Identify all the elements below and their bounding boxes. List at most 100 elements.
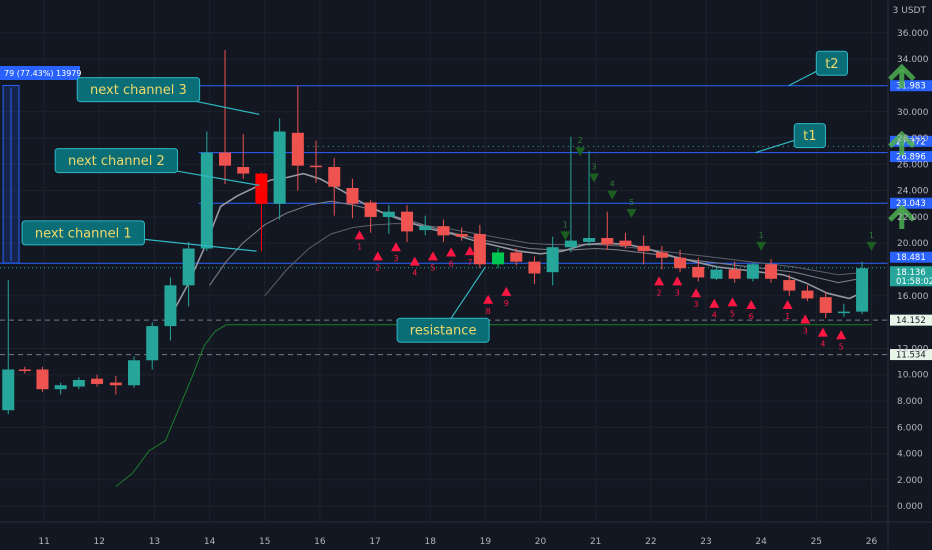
level-value-level-23: 23.043 (896, 199, 926, 209)
candle-body (291, 132, 304, 166)
x-tick-label: 16 (314, 537, 326, 547)
candle-body (856, 268, 869, 312)
x-tick-label: 12 (94, 537, 105, 547)
x-tick-label: 23 (700, 537, 711, 547)
y-tick-label: 20.000 (897, 239, 929, 249)
sell-signal-label: 5 (730, 309, 735, 318)
y-tick-label: 30.000 (897, 108, 929, 118)
candle-body (237, 166, 250, 174)
candle-body (200, 152, 213, 249)
y-tick-label: 24.000 (897, 187, 929, 197)
sell-signal-marker (464, 246, 475, 256)
up-arrow-head (888, 63, 916, 82)
level-tag-t2 (890, 80, 932, 92)
sell-signal-marker (672, 276, 683, 286)
buy-signal-label: 1 (563, 220, 568, 229)
sell-signal-marker (372, 251, 383, 261)
level-value-level-18: 18.481 (896, 253, 926, 263)
candle-body (146, 326, 159, 361)
moving-averages (115, 172, 872, 487)
sell-signal-label: 8 (486, 307, 491, 316)
x-tick-label: 22 (645, 537, 656, 547)
y-tick-label: 0.000 (897, 502, 923, 512)
buy-signal-marker (626, 209, 637, 219)
candle-body (91, 378, 104, 384)
buy-signal-marker (607, 190, 618, 200)
level-tag-support-14 (890, 314, 932, 326)
sell-signal-label: 2 (657, 288, 662, 297)
buy-signal-label: 1 (869, 231, 874, 240)
candle-body (765, 264, 778, 279)
y-tick-label: 10.000 (897, 371, 929, 381)
level-value-support-11: 11.534 (896, 351, 926, 361)
buy-signal-label: 2 (578, 136, 583, 145)
y-tick-label: 34.000 (897, 55, 929, 65)
callout-box (815, 50, 848, 76)
candle-body (401, 211, 414, 232)
candle-body (18, 369, 31, 371)
y-tick-label: 2.000 (897, 476, 923, 486)
candle-body (36, 369, 49, 390)
trailing-stop-line (115, 324, 872, 487)
sell-signal-label: 3 (803, 327, 808, 336)
sell-signal-label: 9 (504, 299, 509, 308)
sell-signal-marker (836, 330, 847, 340)
callout-text: next channel 2 (68, 154, 165, 169)
candle-body (801, 290, 814, 299)
price-axis[interactable]: 36.000 34.000 30.000 28.000 26.000 24.000 22.0… (887, 0, 929, 550)
candle-body (728, 269, 741, 279)
callout-text: next channel 1 (35, 226, 132, 241)
candle-body (637, 245, 650, 252)
x-tick-label: 11 (38, 537, 49, 547)
candle-body (710, 269, 723, 279)
sell-signal-label: 3 (675, 288, 680, 297)
candle-body (510, 252, 523, 262)
currency-label: 3 USDT (893, 6, 927, 16)
callout-text: resistance (410, 324, 477, 339)
x-tick-label: 19 (480, 537, 492, 547)
sell-signal-label: 6 (449, 259, 454, 268)
candle-body (783, 280, 796, 291)
sell-signal-marker (727, 297, 738, 307)
candle-body (182, 248, 195, 286)
level-sub-current: 01:58:02 (896, 277, 932, 287)
x-tick-label: 18 (424, 537, 436, 547)
buy-signal-label: 1 (759, 231, 764, 240)
sell-signal-marker (409, 256, 420, 266)
sell-signal-label: 4 (412, 269, 417, 278)
sell-signal-marker (446, 247, 457, 257)
candle-body (382, 211, 395, 217)
candle-body (54, 385, 67, 390)
sell-signal-marker (746, 300, 757, 310)
sell-signal-marker (691, 288, 702, 298)
time-axis[interactable]: 11 12 13 14 15 16 17 18 19 20 21 22 23 24 25 26 (0, 521, 932, 547)
y-tick-label: 36.000 (897, 29, 929, 39)
candle-body (583, 237, 596, 242)
candle-body (255, 173, 268, 204)
candle-body (746, 264, 759, 279)
candle-body (546, 247, 559, 273)
level-tag-current (890, 266, 932, 287)
x-tick-label: 13 (149, 537, 160, 547)
candle-body (219, 152, 232, 166)
callout-text: next channel 3 (90, 83, 187, 98)
up-arrows (888, 63, 916, 229)
candle-body (473, 234, 486, 265)
buy-signal-label: 3 (591, 163, 596, 172)
candlesticks (2, 49, 869, 415)
candle-body (528, 261, 541, 274)
buy-signal-marker (560, 231, 571, 241)
x-tick-label: 21 (590, 537, 601, 547)
callouts: next channel 3 next channel 2 next channel… (21, 50, 848, 343)
x-tick-label: 26 (866, 537, 878, 547)
y-tick-label: 12.000 (897, 344, 929, 354)
up-arrow-head (888, 130, 916, 149)
sell-signal-label: 1 (785, 312, 790, 321)
sell-signal-label: 5 (430, 263, 435, 272)
sell-signal-marker (427, 251, 438, 261)
candle-body (819, 297, 832, 313)
buy-signal-marker (866, 241, 877, 251)
candle-body (310, 165, 323, 168)
y-tick-label: 26.000 (897, 160, 929, 170)
